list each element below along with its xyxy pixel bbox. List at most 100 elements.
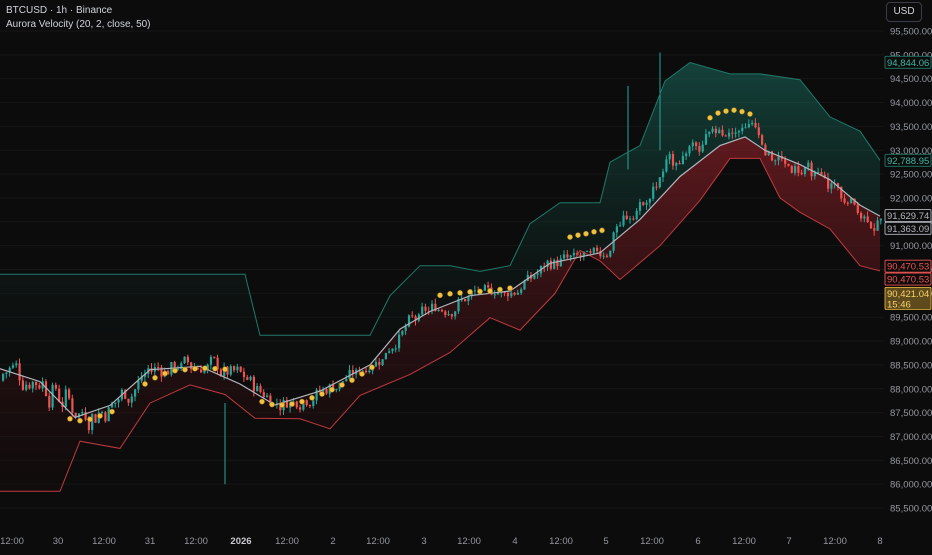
price-tick-label: 92,000.00 [890, 193, 932, 204]
candle-body [767, 151, 770, 156]
candle-body [652, 186, 655, 199]
candle-body [836, 183, 840, 187]
candle-body [668, 153, 671, 160]
candle-body [157, 367, 160, 369]
candle-body [236, 366, 239, 371]
candle-body [104, 412, 107, 422]
time-tick-label: 3 [421, 536, 426, 547]
trend-dots-6-dot [739, 108, 745, 115]
candle-body [506, 292, 510, 297]
candle-body [186, 356, 189, 363]
trend-dots-4-dot [457, 290, 463, 296]
price-tick-label: 94,500.00 [890, 74, 932, 85]
candle-body [731, 132, 734, 134]
price-tick-label: 88,000.00 [890, 384, 932, 395]
band-fills [0, 62, 880, 492]
time-tick-label: 6 [695, 536, 700, 547]
candle-body [259, 385, 262, 393]
trend-dots-1-dot [67, 415, 73, 422]
candle-body [421, 306, 424, 315]
candle-body [813, 172, 816, 177]
trend-dots-3-dot [369, 364, 375, 371]
candle-body [526, 274, 529, 281]
time-tick-label: 12:00 [457, 536, 481, 547]
candle-body [718, 129, 721, 133]
candle-body [384, 352, 387, 360]
candle-body [589, 251, 592, 253]
indicator-title[interactable]: Aurora Velocity (20, 2, close, 50) [6, 19, 151, 30]
candle-body [510, 292, 513, 297]
candle-body [800, 172, 803, 175]
candle-body [500, 292, 503, 294]
trend-dots-3-dot [359, 371, 365, 377]
candle-body [737, 131, 741, 133]
candle-body [81, 412, 84, 414]
time-tick-label: 12:00 [184, 536, 208, 547]
trend-dots-4-dot [507, 285, 513, 291]
candle-body [576, 252, 579, 256]
candle-body [662, 171, 665, 178]
currency-button[interactable]: USD [886, 2, 922, 22]
candle-body [361, 370, 364, 372]
price-tag-box [884, 286, 932, 310]
price-tag-label: 91,629.74 [887, 211, 929, 222]
candle-body [450, 314, 453, 317]
candle-body [5, 372, 8, 374]
candle-body [559, 258, 562, 267]
candle-body [315, 389, 318, 401]
candle-body [388, 351, 391, 353]
candle-body [381, 359, 384, 366]
price-tick-label: 95,500.00 [890, 27, 932, 38]
candle-body [322, 388, 325, 392]
trend-dots-6-dot [715, 110, 721, 116]
candle-body [460, 299, 463, 301]
trend-dots-2-dot [212, 365, 218, 372]
candle-body [553, 259, 556, 269]
price-tick-label: 87,500.00 [890, 408, 932, 419]
candle-body [615, 226, 618, 233]
price-tag-label: 90,421.04 [887, 289, 929, 300]
candle-body [341, 381, 345, 383]
price-tick-label: 94,000.00 [890, 98, 932, 109]
time-axis[interactable]: 12:00 30 12:00 31 12:00 2026 12:00 2 12:00 3 12:00… [0, 530, 932, 550]
candle-body [520, 289, 523, 293]
trend-dots-5-dot [599, 227, 605, 234]
candle-body [266, 395, 269, 398]
candle-body [269, 395, 272, 405]
candle-body [219, 369, 222, 377]
trend-dots-3-dot [319, 391, 325, 397]
candle-body [658, 177, 661, 188]
candle-body [190, 362, 193, 370]
candle-body [38, 385, 41, 389]
price-tick-label: 86,500.00 [890, 456, 932, 467]
candle-body [28, 384, 31, 389]
candle-body [407, 315, 411, 327]
candle-body [761, 135, 764, 145]
candle-body [411, 315, 414, 317]
candle-body [572, 252, 576, 256]
candle-body [84, 412, 87, 420]
trend-dots-1-dot [77, 417, 83, 424]
price-tag-label: 92,788.95 [887, 156, 929, 167]
candle-body [807, 162, 810, 168]
candle-body [325, 388, 328, 394]
price-tick-label: 93,500.00 [890, 122, 932, 133]
candle-body [54, 384, 57, 389]
trend-dots-5-dot [583, 230, 589, 237]
candle-body [31, 381, 34, 389]
candle-body [546, 260, 549, 267]
candle-body [87, 419, 90, 431]
candle-body [91, 414, 94, 431]
candle-body [691, 142, 694, 147]
candle-body [391, 348, 394, 352]
symbol-title[interactable]: BTCUSD · 1h · Binance [6, 5, 113, 16]
candle-body [536, 273, 539, 275]
trend-dots-5-dot [575, 232, 581, 239]
candle-body [71, 398, 74, 413]
trend-dots-4-dot [437, 292, 443, 299]
candle-body [513, 292, 516, 295]
trend-dots-4-dot [487, 288, 493, 294]
candle-body [810, 162, 813, 177]
